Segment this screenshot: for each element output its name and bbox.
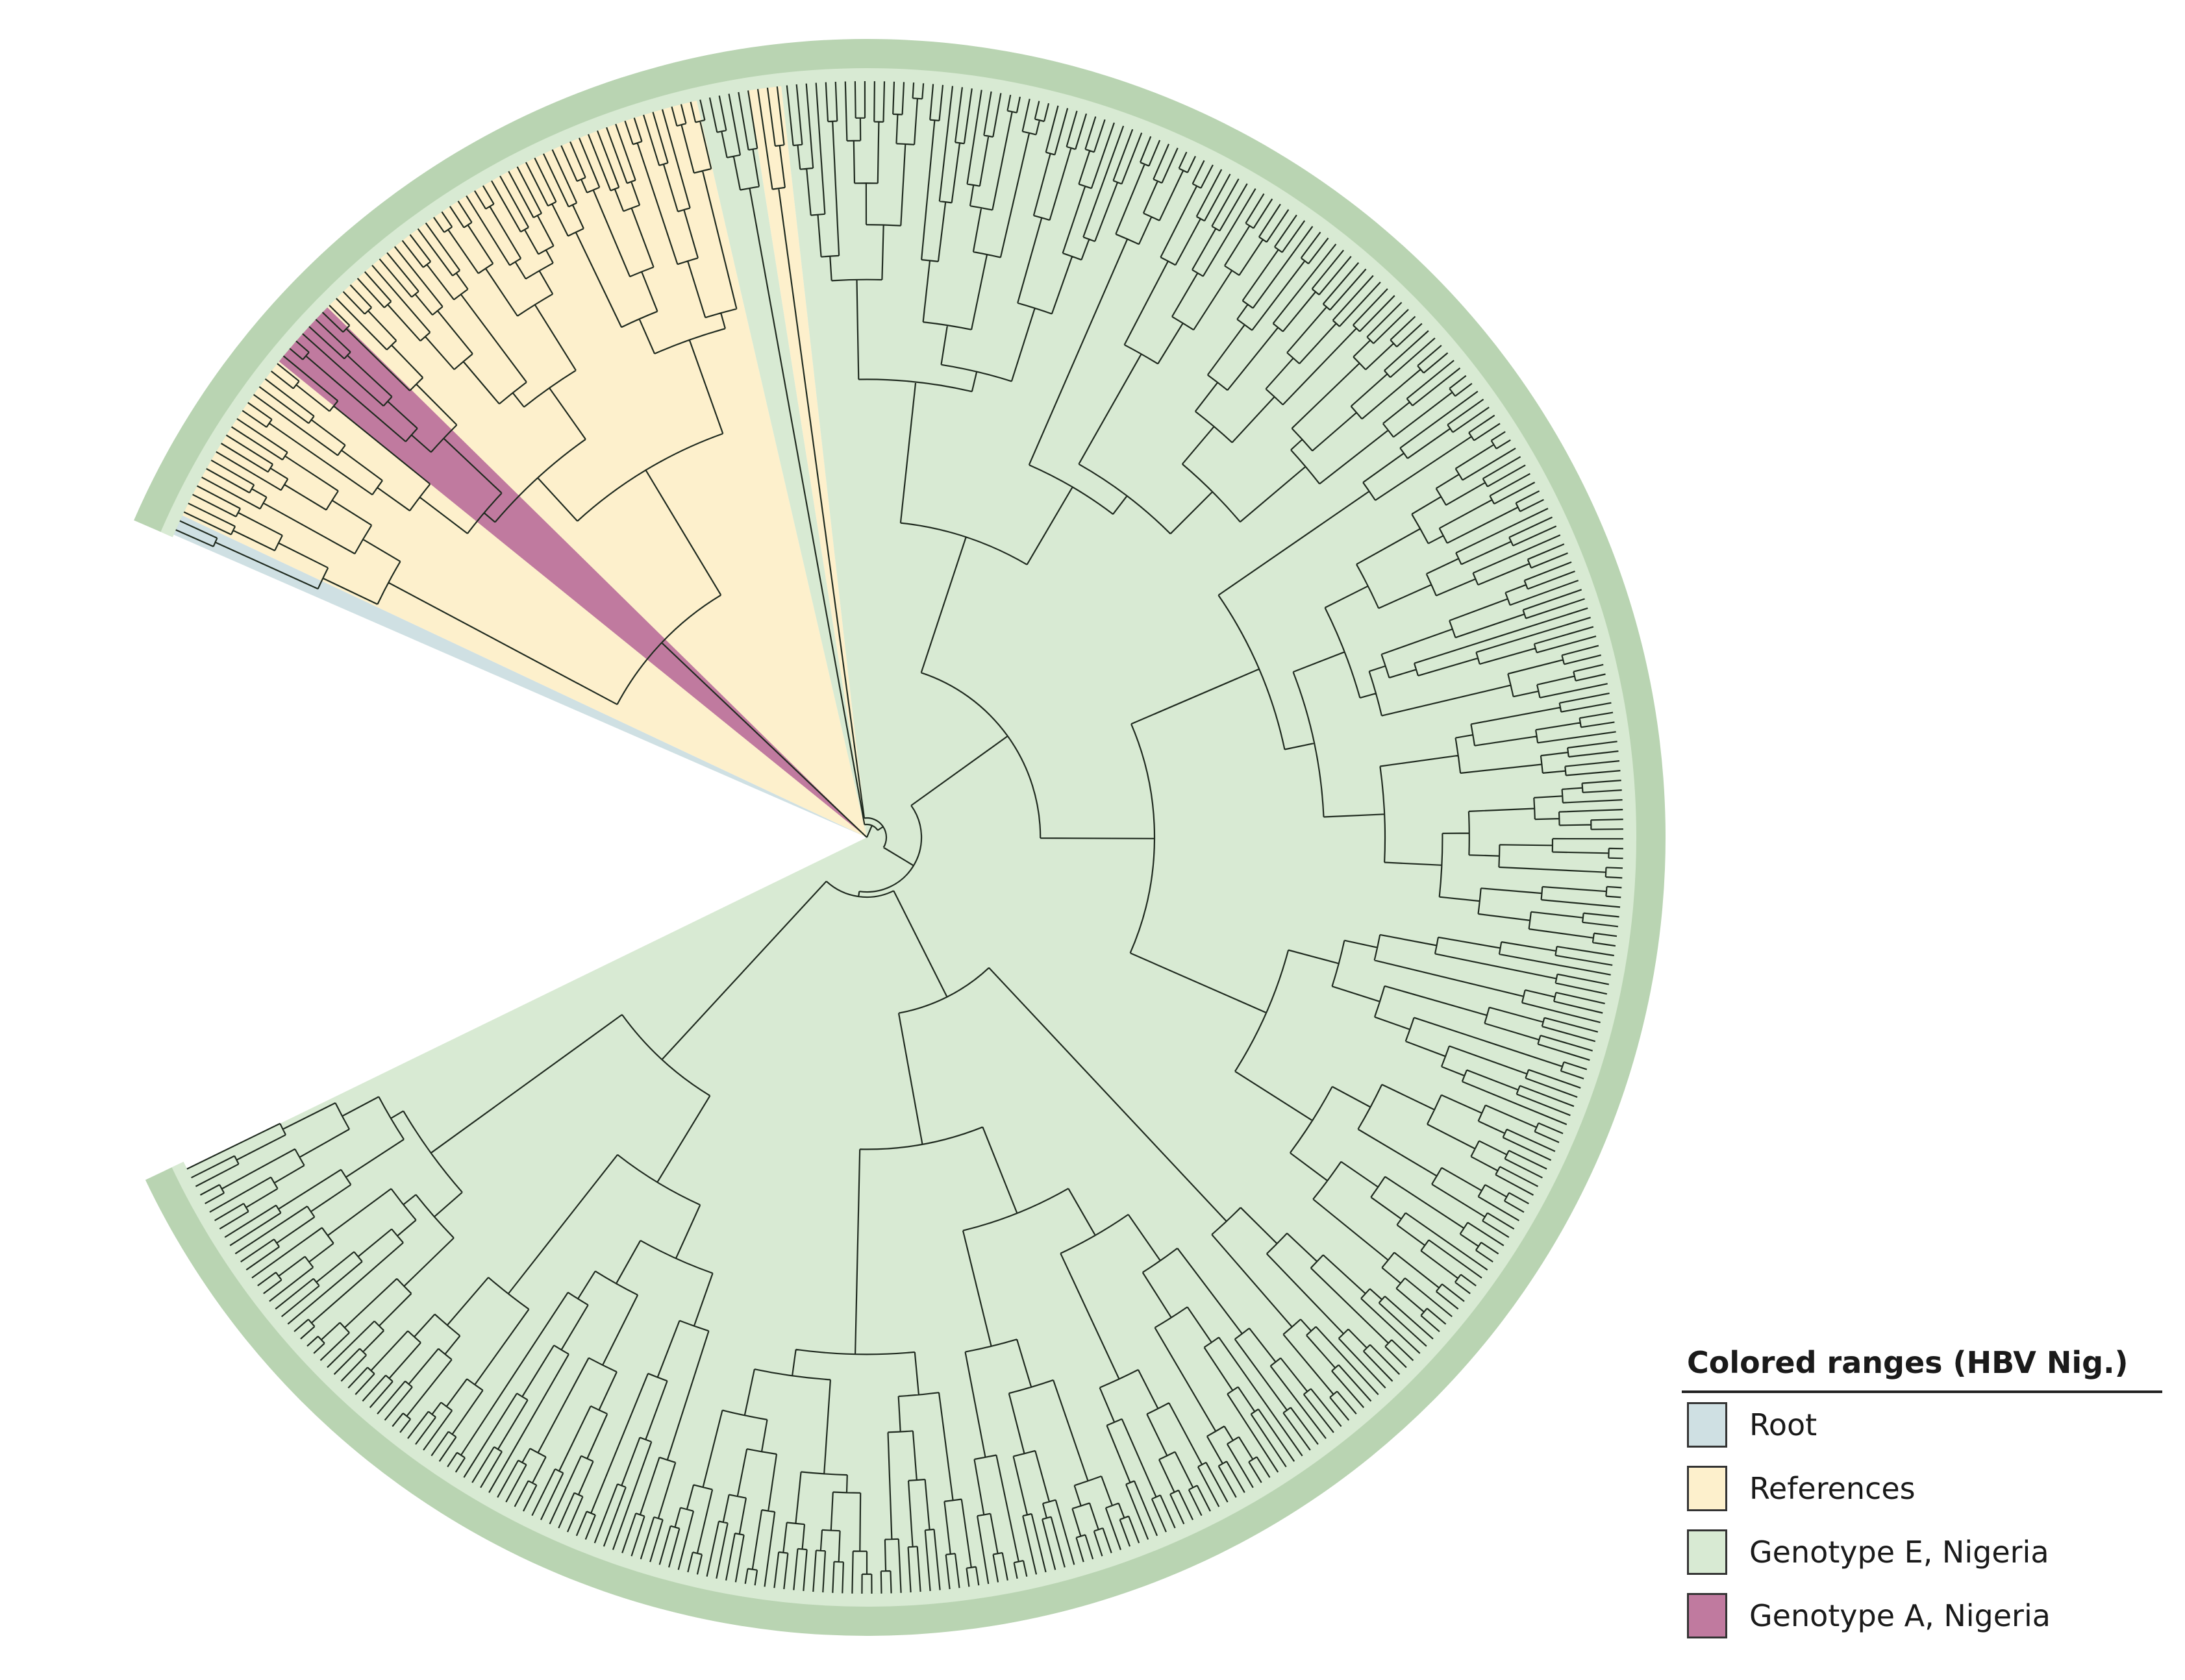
range-root [173,515,867,837]
range-genotype-a [279,307,868,837]
legend: Colored ranges (HBV Nig.) Root Reference… [1682,1337,2162,1648]
legend-item-references: References [1682,1457,2162,1520]
legend-label: Genotype E, Nigeria [1749,1535,2049,1570]
legend-swatch-genotype-a [1687,1593,1727,1638]
legend-item-genotype-a: Genotype A, Nigeria [1682,1584,2162,1648]
legend-item-root: Root [1682,1393,2162,1457]
legend-label: References [1749,1471,1916,1506]
branch-lines [175,80,1624,1594]
range-genotype-e [186,81,1624,1594]
range-genotype-e-small [696,90,867,837]
legend-label: Root [1749,1407,1817,1442]
tree-branches [175,80,1624,1594]
legend-item-genotype-e: Genotype E, Nigeria [1682,1520,2162,1584]
legend-swatch-references [1687,1466,1727,1511]
legend-swatch-genotype-e [1687,1529,1727,1575]
legend-swatch-root [1687,1402,1727,1448]
legend-label: Genotype A, Nigeria [1749,1598,2051,1633]
legend-title: Colored ranges (HBV Nig.) [1682,1337,2162,1393]
range-references-small [748,86,867,837]
